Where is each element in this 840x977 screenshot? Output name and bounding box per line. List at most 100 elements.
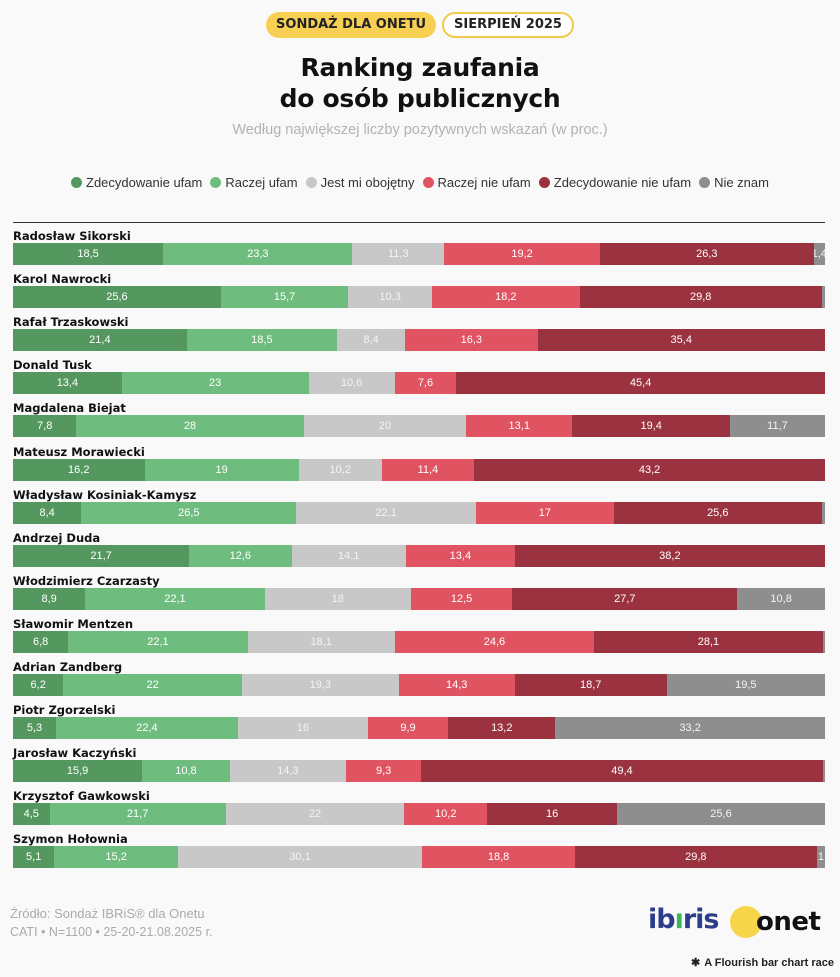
bar-segment[interactable]: 1 xyxy=(816,846,825,869)
bar-segment[interactable]: 14,1 xyxy=(291,544,406,567)
bar-segment[interactable]: 16,2 xyxy=(13,458,145,481)
bar-segment[interactable]: 7,6 xyxy=(394,372,457,395)
bar-segment[interactable]: 20 xyxy=(303,415,467,438)
bar-segment[interactable]: 8,4 xyxy=(336,329,406,352)
bar-segment[interactable]: 15,9 xyxy=(13,760,143,783)
bar-segment[interactable]: 19,5 xyxy=(666,674,825,696)
bar-segment[interactable]: 6,8 xyxy=(13,630,69,653)
bar-segment[interactable]: 19,4 xyxy=(572,415,730,438)
bar-segment[interactable]: 10,3 xyxy=(348,286,432,309)
bar-segment[interactable]: 18,2 xyxy=(431,286,580,309)
bar-segment[interactable]: 19 xyxy=(144,458,299,481)
bar-segment[interactable]: 10,2 xyxy=(404,803,488,826)
bar-segment[interactable]: 25,6 xyxy=(617,803,825,826)
bar-segment[interactable]: 23,3 xyxy=(163,243,353,265)
bar-segment[interactable]: 10,2 xyxy=(298,458,382,481)
bar-segment[interactable]: 16 xyxy=(237,717,368,740)
bar-segment[interactable]: 21,4 xyxy=(13,329,187,352)
bar-segment[interactable]: 9,3 xyxy=(345,760,422,783)
bar-segment[interactable]: 22 xyxy=(225,803,405,826)
flourish-credit[interactable]: ✱ A Flourish bar chart race xyxy=(691,956,834,970)
bar-segment[interactable]: 27,7 xyxy=(512,587,738,610)
bar-segment[interactable]: 18,5 xyxy=(13,243,164,265)
bar-segment[interactable]: 38,2 xyxy=(514,544,825,567)
bar-segment[interactable]: 18 xyxy=(264,587,411,610)
bar-segment[interactable]: 15,2 xyxy=(54,846,178,869)
bar-segment[interactable]: 23 xyxy=(121,372,309,395)
bar-segment[interactable]: 43,2 xyxy=(474,458,825,481)
bar-segment[interactable]: 1,4 xyxy=(813,243,825,265)
bar-segment[interactable]: 22,4 xyxy=(56,717,238,740)
bar-segment[interactable]: 19,3 xyxy=(241,674,399,696)
bar-segment[interactable]: 4,5 xyxy=(13,803,50,826)
bar-segment[interactable]: 33,2 xyxy=(555,717,825,740)
bar-segment[interactable]: 10,8 xyxy=(142,760,230,783)
bar-segment[interactable] xyxy=(821,286,825,309)
stacked-bar: 13,4 23 10,6 7,6 45,4 xyxy=(13,372,825,395)
stacked-bar: 21,7 12,6 14,1 13,4 38,2 xyxy=(13,544,825,567)
bar-segment[interactable]: 18,1 xyxy=(247,630,395,653)
bar-segment[interactable]: 5,1 xyxy=(13,846,55,869)
bar-segment[interactable]: 16,3 xyxy=(405,329,538,352)
bar-segment[interactable]: 21,7 xyxy=(13,544,190,567)
stacked-bar: 4,5 21,7 22 10,2 16 25,6 xyxy=(13,803,825,826)
bar-segment[interactable]: 12,6 xyxy=(189,544,292,567)
bar-segment[interactable]: 9,9 xyxy=(367,717,449,740)
bar-segment[interactable]: 29,8 xyxy=(574,846,817,869)
bar-segment[interactable]: 14,3 xyxy=(229,760,346,783)
bar-segment[interactable]: 18,7 xyxy=(514,674,667,696)
bar-segment[interactable]: 12,5 xyxy=(410,587,513,610)
bar-segment[interactable]: 26,5 xyxy=(81,501,297,524)
legend-item[interactable]: Nie znam xyxy=(699,175,769,190)
legend-item[interactable]: Jest mi obojętny xyxy=(305,175,415,190)
row-label: Radosław Sikorski xyxy=(13,229,131,243)
bar-segment[interactable]: 30,1 xyxy=(177,846,423,869)
bar-segment[interactable]: 13,4 xyxy=(13,372,122,395)
bar-segment[interactable] xyxy=(822,630,825,653)
bar-segment[interactable]: 45,4 xyxy=(456,372,825,395)
row-label: Włodzimierz Czarzasty xyxy=(13,573,160,588)
bar-segment[interactable]: 26,3 xyxy=(600,243,814,265)
bar-segment[interactable]: 8,9 xyxy=(13,587,86,610)
bar-segment[interactable]: 25,6 xyxy=(13,286,221,309)
bar-segment[interactable]: 19,2 xyxy=(444,243,601,265)
bar-segment[interactable]: 14,3 xyxy=(398,674,515,696)
bar-segment[interactable] xyxy=(822,760,825,783)
bar-segment[interactable]: 13,4 xyxy=(405,544,515,567)
legend-item[interactable]: Zdecydowanie nie ufam xyxy=(538,175,691,190)
bar-segment[interactable]: 11,3 xyxy=(352,243,445,265)
bar-segment[interactable]: 18,8 xyxy=(422,846,575,869)
bar-segment[interactable] xyxy=(821,501,825,524)
bar-segment[interactable]: 22,1 xyxy=(296,501,476,524)
bar-segment[interactable]: 28,1 xyxy=(594,630,823,653)
bar-segment[interactable]: 49,4 xyxy=(421,760,823,783)
bar-segment[interactable]: 21,7 xyxy=(49,803,226,826)
bar-segment[interactable]: 28 xyxy=(76,415,304,438)
bar-segment[interactable]: 17 xyxy=(475,501,614,524)
legend-item[interactable]: Zdecydowanie ufam xyxy=(71,175,202,190)
bar-segment[interactable]: 18,5 xyxy=(186,329,337,352)
bar-segment[interactable]: 22,1 xyxy=(85,587,265,610)
bar-segment[interactable]: 13,2 xyxy=(448,717,556,740)
bar-segment[interactable]: 25,6 xyxy=(613,501,822,524)
bar-segment[interactable]: 11,7 xyxy=(729,415,825,438)
legend-item[interactable]: Raczej ufam xyxy=(210,175,298,190)
bar-segment[interactable]: 8,4 xyxy=(13,501,82,524)
bar-segment[interactable]: 35,4 xyxy=(537,329,825,352)
bar-segment[interactable]: 5,3 xyxy=(13,717,57,740)
bar-segment[interactable]: 10,8 xyxy=(737,587,825,610)
bar-segment[interactable]: 6,2 xyxy=(13,674,64,696)
stacked-bar: 8,9 22,1 18 12,5 27,7 10,8 xyxy=(13,587,825,610)
bar-segment[interactable]: 16 xyxy=(487,803,618,826)
bar-segment[interactable]: 22 xyxy=(63,674,242,696)
bar-segment[interactable]: 7,8 xyxy=(13,415,77,438)
bar-segment[interactable]: 24,6 xyxy=(394,630,595,653)
bar-segment[interactable]: 11,4 xyxy=(381,458,475,481)
bar-segment[interactable]: 22,1 xyxy=(68,630,248,653)
bar-segment[interactable]: 13,1 xyxy=(466,415,573,438)
survey-badge: SONDAŻ DLA ONETU xyxy=(266,12,437,38)
bar-segment[interactable]: 15,7 xyxy=(220,286,349,309)
legend-item[interactable]: Raczej nie ufam xyxy=(422,175,531,190)
bar-segment[interactable]: 29,8 xyxy=(579,286,822,309)
bar-segment[interactable]: 10,6 xyxy=(308,372,395,395)
